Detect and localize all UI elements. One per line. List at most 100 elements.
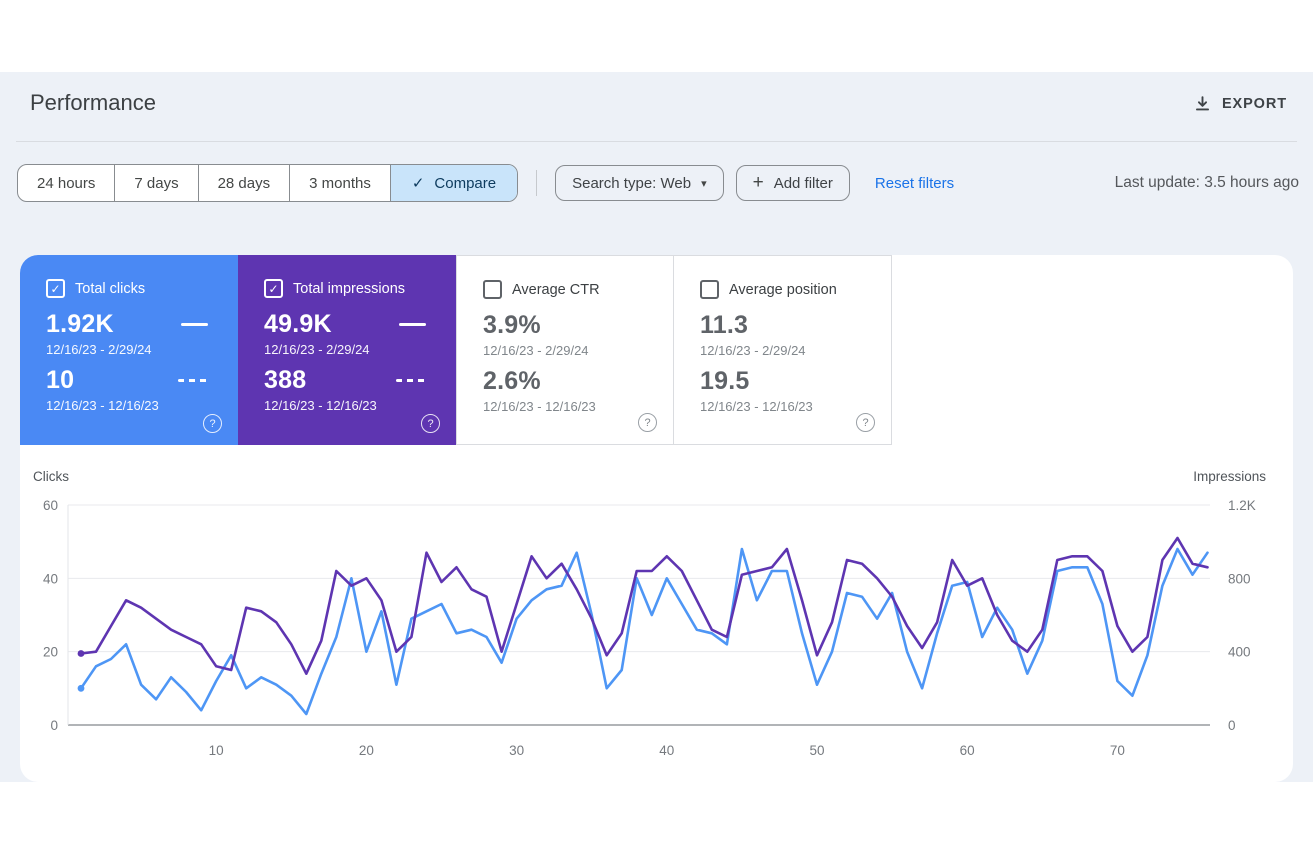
current-range: 12/16/23 - 2/29/24 [46, 342, 152, 357]
x-axis-tick: 60 [960, 743, 975, 758]
current-period-line-icon [399, 322, 426, 327]
check-icon: ✓ [411, 175, 425, 192]
x-axis-tick: 30 [509, 743, 524, 758]
left-axis-tick: 40 [43, 571, 58, 586]
x-axis-tick: 40 [659, 743, 674, 758]
current-value: 49.9K [264, 310, 332, 338]
previous-period-line-icon [396, 378, 426, 383]
checkbox-unchecked-icon[interactable] [483, 280, 502, 299]
date-range-28-days[interactable]: 28 days [199, 165, 291, 201]
series-start-dot [77, 650, 85, 657]
previous-period-line-icon [178, 378, 208, 383]
right-axis-tick: 400 [1228, 645, 1251, 660]
date-range-24-hours[interactable]: 24 hours [18, 165, 116, 201]
report-panel: ✓ Total clicks 1.92K 12/16/23 - 2/29/24 … [20, 255, 1293, 782]
x-axis-tick: 70 [1110, 743, 1125, 758]
previous-range: 12/16/23 - 12/16/23 [700, 399, 813, 414]
date-range-3-months[interactable]: 3 months [290, 165, 391, 201]
add-filter-label: Add filter [773, 174, 833, 192]
current-value: 11.3 [700, 311, 749, 339]
chevron-down-icon: ▾ [701, 177, 707, 190]
current-value: 1.92K [46, 310, 114, 338]
left-axis-title: Clicks [33, 469, 69, 484]
reset-filters-link[interactable]: Reset filters [874, 174, 955, 192]
series-line-clicks [79, 547, 1209, 716]
checkbox-checked-icon[interactable]: ✓ [46, 279, 65, 298]
right-axis-tick: 1.2K [1228, 498, 1256, 513]
help-icon[interactable]: ? [638, 413, 657, 432]
date-range-label: 24 hours [37, 174, 96, 192]
previous-value: 10 [46, 366, 75, 394]
previous-value: 19.5 [700, 367, 750, 395]
search-type-label: Search type: Web [572, 174, 692, 192]
compare-tab[interactable]: ✓ Compare [390, 165, 518, 201]
metric-card-average-position[interactable]: Average position 11.3 12/16/23 - 2/29/24… [674, 255, 892, 445]
card-header: Average CTR [483, 280, 673, 299]
current-value-row: 1.92K [46, 310, 238, 339]
add-filter-button[interactable]: + Add filter [735, 165, 850, 201]
right-axis-tick: 0 [1228, 718, 1236, 733]
current-value-row: 49.9K [264, 310, 456, 339]
checkbox-unchecked-icon[interactable] [700, 280, 719, 299]
date-range-segmented-control: 24 hours 7 days 28 days 3 months ✓ Compa… [17, 164, 519, 202]
toolbar-divider [536, 170, 538, 196]
current-period-line-icon [181, 322, 208, 327]
export-button[interactable]: EXPORT [1189, 88, 1291, 119]
current-range: 12/16/23 - 2/29/24 [264, 342, 370, 357]
current-range: 12/16/23 - 2/29/24 [483, 343, 589, 358]
series-line-impressions [79, 536, 1209, 675]
card-header: ✓ Total impressions [264, 279, 456, 298]
help-icon[interactable]: ? [421, 414, 440, 433]
previous-value-row: 10 [46, 366, 238, 395]
search-type-dropdown[interactable]: Search type: Web ▾ [555, 165, 724, 201]
metric-label: Average position [729, 281, 837, 298]
left-axis-tick: 60 [43, 498, 58, 513]
previous-value: 388 [264, 366, 307, 394]
metric-label: Total clicks [75, 280, 146, 297]
previous-value-row: 388 [264, 366, 456, 395]
last-update-text: Last update: 3.5 hours ago [1114, 174, 1299, 191]
x-axis-tick: 20 [359, 743, 374, 758]
current-value-row: 3.9% [483, 311, 673, 340]
checkbox-checked-icon[interactable]: ✓ [264, 279, 283, 298]
previous-range: 12/16/23 - 12/16/23 [46, 398, 159, 413]
previous-value-row: 2.6% [483, 367, 673, 396]
right-axis-tick: 800 [1228, 571, 1251, 586]
previous-value-row: 19.5 [700, 367, 891, 396]
current-value-row: 11.3 [700, 311, 891, 340]
left-axis-tick: 20 [43, 645, 58, 660]
help-icon[interactable]: ? [203, 414, 222, 433]
header-divider [16, 141, 1297, 142]
metric-label: Total impressions [293, 280, 406, 297]
date-range-7-days[interactable]: 7 days [115, 165, 199, 201]
x-axis-tick: 10 [209, 743, 224, 758]
current-value: 3.9% [483, 311, 541, 339]
metric-card-total-clicks[interactable]: ✓ Total clicks 1.92K 12/16/23 - 2/29/24 … [20, 255, 238, 445]
plus-icon: + [752, 172, 764, 193]
metric-cards-row: ✓ Total clicks 1.92K 12/16/23 - 2/29/24 … [20, 255, 892, 445]
x-axis-tick: 50 [809, 743, 824, 758]
export-label: EXPORT [1221, 95, 1287, 112]
filter-toolbar: 24 hours 7 days 28 days 3 months ✓ Compa… [17, 164, 1299, 202]
date-range-label: 28 days [217, 174, 271, 192]
left-axis-tick: 0 [50, 718, 58, 733]
page-title: Performance [30, 90, 156, 115]
date-range-label: 3 months [309, 174, 371, 192]
metric-card-total-impressions[interactable]: ✓ Total impressions 49.9K 12/16/23 - 2/2… [238, 255, 456, 445]
metric-label: Average CTR [512, 281, 600, 298]
right-axis-title: Impressions [1193, 469, 1266, 484]
metric-card-average-ctr[interactable]: Average CTR 3.9% 12/16/23 - 2/29/24 2.6%… [456, 255, 674, 445]
compare-label: Compare [434, 174, 497, 192]
date-range-label: 7 days [134, 174, 179, 192]
current-range: 12/16/23 - 2/29/24 [700, 343, 806, 358]
previous-value: 2.6% [483, 367, 541, 395]
help-icon[interactable]: ? [856, 413, 875, 432]
card-header: Average position [700, 280, 891, 299]
previous-range: 12/16/23 - 12/16/23 [483, 399, 596, 414]
series-start-dot [77, 684, 85, 692]
performance-line-chart: 0 0 20 400 40 800 60 1.2K 10 20 30 40 50 60 70 [43, 498, 1256, 758]
download-icon [1193, 94, 1212, 113]
card-header: ✓ Total clicks [46, 279, 238, 298]
previous-range: 12/16/23 - 12/16/23 [264, 398, 377, 413]
